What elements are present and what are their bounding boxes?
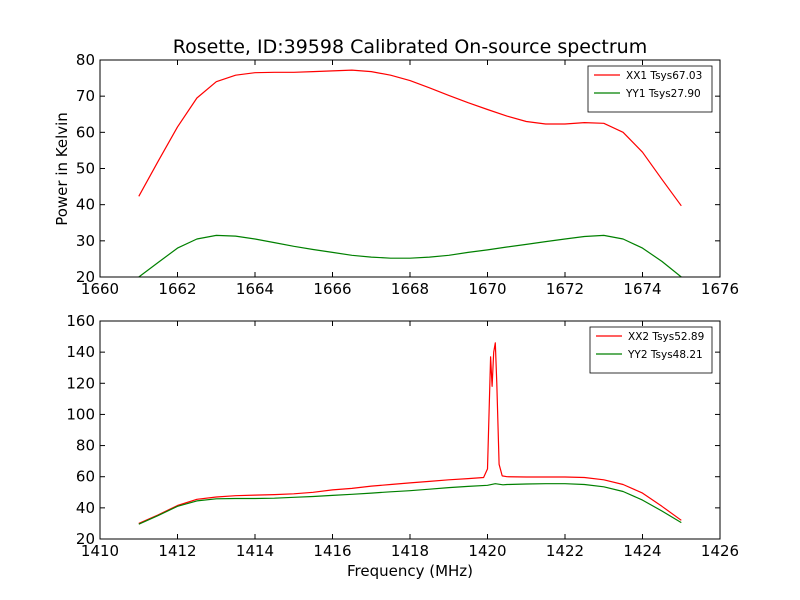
bottom-plot-panel: 1410 1412 1414 1416 1418 1420 1422 1424 1426 20 40… [66, 312, 739, 560]
bottom-x-tick-label: 1422 [546, 542, 584, 560]
bottom-series-line-2 [138, 483, 682, 525]
top-y-tick-label: 50 [76, 160, 95, 178]
chart-title: Rosette, ID:39598 Calibrated On-source s… [173, 36, 647, 58]
top-legend-label-1: XX1 Tsys67.03 [626, 70, 702, 82]
top-plot-panel: 1660 1662 1664 1666 1668 1670 1672 1674 1676 20 30… [76, 51, 739, 298]
bottom-legend: XX2 Tsys52.89 YY2 Tsys48.21 [589, 326, 713, 374]
bottom-series-line-1 [138, 342, 682, 524]
top-x-tick-label: 1660 [81, 280, 119, 298]
bottom-legend-box [589, 326, 713, 374]
top-x-tick-label: 1664 [236, 280, 274, 298]
top-x-tick-label: 1668 [391, 280, 429, 298]
top-y-tick-label: 60 [76, 123, 95, 141]
bottom-y-tick-label: 160 [66, 312, 95, 330]
top-y-tick-label: 40 [76, 196, 95, 214]
top-y-tick-label: 70 [76, 87, 95, 105]
top-y-axis-label: Power in Kelvin [53, 112, 71, 226]
top-y-tick-label: 80 [76, 51, 95, 69]
top-x-tick-label: 1670 [468, 280, 506, 298]
top-x-tick-label: 1674 [623, 280, 661, 298]
bottom-legend-label-1: XX2 Tsys52.89 [628, 331, 704, 343]
top-y-tick-label: 20 [76, 268, 95, 286]
bottom-y-tick-label: 60 [76, 468, 95, 486]
bottom-y-tick-label: 80 [76, 437, 95, 455]
bottom-legend-label-2: YY2 Tsys48.21 [627, 349, 703, 361]
bottom-y-tick-label: 140 [66, 343, 95, 361]
bottom-x-tick-label: 1414 [236, 542, 274, 560]
top-legend-label-2: YY1 Tsys27.90 [625, 88, 701, 100]
bottom-x-tick-label: 1426 [701, 542, 739, 560]
bottom-y-tick-label: 120 [66, 374, 95, 392]
bottom-x-axis-label: Frequency (MHz) [347, 562, 473, 580]
top-legend-box [587, 65, 713, 113]
bottom-x-tick-label: 1416 [313, 542, 351, 560]
bottom-y-tick-label: 100 [66, 405, 95, 423]
bottom-x-tick-label: 1412 [158, 542, 196, 560]
bottom-y-tick-label: 40 [76, 499, 95, 517]
top-x-tick-label: 1662 [158, 280, 196, 298]
top-series-line-1 [138, 69, 682, 207]
top-legend: XX1 Tsys67.03 YY1 Tsys27.90 [587, 65, 713, 113]
bottom-x-tick-label: 1410 [81, 542, 119, 560]
bottom-x-tick-label: 1424 [623, 542, 661, 560]
top-y-tick-label: 30 [76, 232, 95, 250]
top-x-tick-label: 1676 [701, 280, 739, 298]
bottom-y-tick-label: 20 [76, 530, 95, 548]
top-series-line-2 [138, 234, 682, 277]
top-x-tick-label: 1672 [546, 280, 584, 298]
bottom-x-tick-label: 1418 [391, 542, 429, 560]
bottom-x-tick-label: 1420 [468, 542, 506, 560]
top-x-tick-label: 1666 [313, 280, 351, 298]
